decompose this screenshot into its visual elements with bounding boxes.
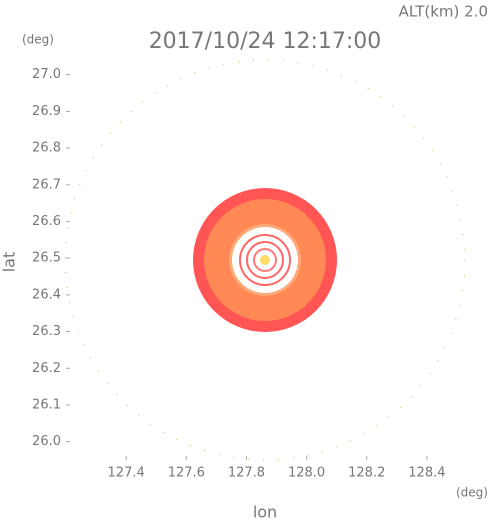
y-tick-label: 26.7 [32,177,61,192]
y-tick-label: 26.0 [32,434,61,449]
y-tick-label: 26.5 [32,251,61,266]
x-tick-label: 127.6 [168,466,205,481]
chart-title: 2017/10/24 12:17:00 [149,29,382,54]
y-tick-label: 26.9 [32,104,61,119]
y-axis-label: lat [0,252,19,273]
x-tick-label: 127.8 [228,466,265,481]
x-axis-label: lon [253,503,277,522]
echo-core [260,255,270,265]
x-tick-label: 127.4 [108,466,145,481]
range-ring [64,59,466,461]
y-tick-label: 26.1 [32,397,61,412]
x-tick-label: 128.4 [408,466,445,481]
radar-echo [64,59,466,461]
subtitle: ALT(km) 2.0 [399,3,488,21]
y-unit: (deg) [22,33,54,47]
x-tick-label: 128.2 [348,466,385,481]
echo-inner [239,234,291,286]
x-tick-label: 128.0 [288,466,325,481]
y-tick-label: 26.4 [32,287,61,302]
y-tick-label: 27.0 [32,67,61,82]
y-tick-label: 26.3 [32,324,61,339]
echo-inner [246,241,284,279]
x-unit: (deg) [456,486,488,500]
echo-inner [253,248,277,272]
y-tick-label: 26.2 [32,361,61,376]
y-tick-label: 26.8 [32,141,61,156]
y-tick-label: 26.6 [32,214,61,229]
